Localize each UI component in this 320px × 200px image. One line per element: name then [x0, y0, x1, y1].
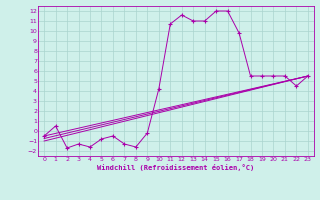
X-axis label: Windchill (Refroidissement éolien,°C): Windchill (Refroidissement éolien,°C) — [97, 164, 255, 171]
